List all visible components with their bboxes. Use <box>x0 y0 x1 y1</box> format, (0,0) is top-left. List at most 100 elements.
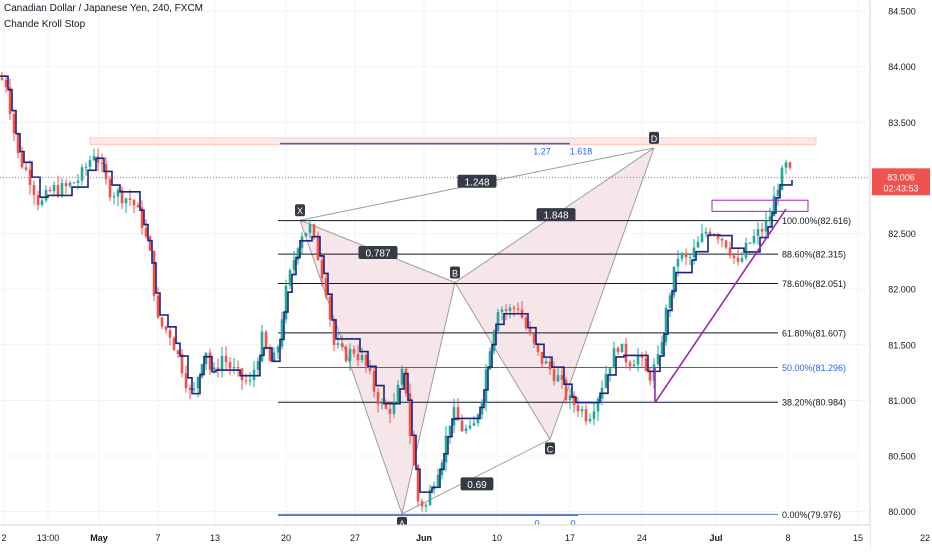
candle-body <box>572 395 576 406</box>
time-axis[interactable]: 2 13:00 May 7 13 20 27 Jun 10 17 24 Jul 8 15 22 <box>0 524 930 550</box>
candle-body <box>260 331 264 362</box>
annotations: 0.787 0.69 1.248 1.848 X A B C D 0 0 <box>0 131 868 529</box>
candle-body <box>740 258 744 262</box>
candle-body <box>420 501 424 507</box>
candle-body <box>680 253 684 259</box>
candle-body <box>616 347 620 353</box>
candle-body <box>448 425 452 436</box>
candle-body <box>40 200 44 206</box>
candle-body <box>16 133 20 154</box>
ratio-label: 0.787 <box>365 248 390 259</box>
pattern-point-d: D <box>651 134 658 144</box>
candle-body <box>640 354 644 358</box>
candle-body <box>220 355 224 371</box>
candle-body <box>284 285 288 320</box>
time-tick-label: 27 <box>350 533 360 543</box>
time-tick-label: Jul <box>709 533 722 543</box>
candle-body <box>548 361 552 370</box>
pattern-leg-bc <box>454 282 551 440</box>
candle-body <box>176 350 180 355</box>
fib-level-label: 78.60%(82.051) <box>782 279 846 289</box>
ratio-label-box <box>536 208 576 222</box>
ratio-label: 1.248 <box>464 177 489 188</box>
candle-body <box>620 343 624 353</box>
candle-body <box>484 369 488 402</box>
candle-body <box>644 357 648 372</box>
candle-body <box>704 231 708 234</box>
candle-body <box>332 319 336 345</box>
candle-body <box>736 257 740 262</box>
price-tick-label: 83.500 <box>888 118 916 128</box>
price-tick-label: 82.500 <box>888 229 916 239</box>
candle-body <box>492 330 496 352</box>
candle-body <box>404 368 408 394</box>
pattern-leg-cd <box>549 147 655 440</box>
candle-body <box>532 333 536 344</box>
candle-body <box>224 355 228 363</box>
candle-body <box>312 224 316 236</box>
fib-level-label: 100.00%(82.616) <box>782 216 851 226</box>
candle-body <box>132 199 136 206</box>
ratio-label: 0.69 <box>467 480 487 491</box>
time-tick-label: 13 <box>210 533 220 543</box>
candle-body <box>380 403 384 405</box>
last-price-value: 83.006 <box>887 172 915 182</box>
candle-body <box>88 160 92 167</box>
candle-body <box>240 368 244 381</box>
candle-body <box>560 375 564 380</box>
candle-body <box>376 391 380 405</box>
candle-body <box>436 474 440 487</box>
candle-body <box>508 307 512 311</box>
candle-body <box>56 184 60 196</box>
candle-body <box>588 419 592 422</box>
resistance-zone: 1.27 1.618 <box>89 137 817 157</box>
candle-body <box>76 180 80 183</box>
candle-body <box>544 361 548 364</box>
candle-body <box>552 369 556 382</box>
candle-body <box>148 236 152 251</box>
candle-body <box>128 198 132 200</box>
candle-body <box>496 311 500 331</box>
candle-body <box>116 190 120 197</box>
candle-body <box>32 184 36 195</box>
candle-body <box>516 308 520 310</box>
time-tick-label: 20 <box>281 533 291 543</box>
price-tick-label: 82.000 <box>888 285 916 295</box>
candle-body <box>536 343 540 352</box>
chande-kroll-stop <box>0 75 793 493</box>
candle-body <box>696 241 700 248</box>
pattern-point-c: C <box>547 444 554 454</box>
candle-body <box>292 259 296 271</box>
ratio-label-zero-1: 0 <box>534 518 539 528</box>
candle-body <box>764 220 768 232</box>
time-tick-label: 10 <box>492 533 502 543</box>
candle-body <box>392 402 396 414</box>
fib-level-label: 88.60%(82.315) <box>782 250 846 260</box>
last-price-tag <box>872 168 930 196</box>
candle-body <box>772 195 776 217</box>
candle-body <box>784 162 788 168</box>
candle-body <box>452 407 456 426</box>
price-tick-label: 81.500 <box>888 340 916 350</box>
candle-body <box>608 368 612 375</box>
candle-body <box>788 162 792 168</box>
candle-body <box>100 162 104 164</box>
candle-body <box>708 231 712 235</box>
candle-body <box>64 183 68 187</box>
candle-body <box>344 346 348 362</box>
resistance-zone-rect <box>89 137 817 146</box>
candle-body <box>368 365 372 371</box>
candle-body <box>84 166 88 168</box>
chart-title: Canadian Dollar / Japanese Yen, 240, FXC… <box>4 3 204 14</box>
candle-body <box>748 242 752 244</box>
price-tick-label: 84.500 <box>888 7 916 17</box>
candle-body <box>624 343 628 363</box>
time-tick-label: May <box>90 533 108 543</box>
price-axis[interactable]: 84.50084.00083.50083.00082.50082.00081.5… <box>869 0 932 550</box>
candle-body <box>36 194 40 206</box>
candle-body <box>416 465 420 502</box>
time-tick-label: 15 <box>853 533 863 543</box>
candle-body <box>372 370 376 392</box>
